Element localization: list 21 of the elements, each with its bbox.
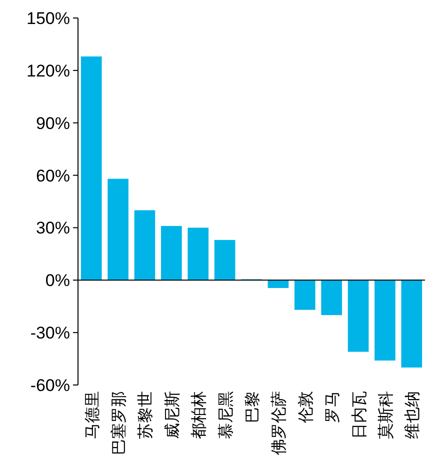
x-tick-label: 巴塞罗那 xyxy=(110,391,128,455)
y-tick-label: 60% xyxy=(36,166,70,186)
y-tick-label: -30% xyxy=(30,324,70,343)
y-tick-label: -60% xyxy=(30,376,70,395)
y-tick-label: 120% xyxy=(26,61,70,80)
x-tick-label: 慕尼黑 xyxy=(216,391,235,439)
x-tick-label: 维也纳 xyxy=(404,391,422,439)
y-tick-label: 0% xyxy=(45,271,70,290)
y-tick-label: 90% xyxy=(36,114,70,133)
x-tick-label: 伦敦 xyxy=(296,391,315,423)
x-tick-label: 巴黎 xyxy=(244,391,262,423)
x-tick-label: 威尼斯 xyxy=(163,391,182,439)
x-tick-label: 日内瓦 xyxy=(350,391,368,439)
x-tick-label: 都柏林 xyxy=(190,391,208,439)
x-tick-label: 苏黎世 xyxy=(136,391,155,439)
y-tick-label: 30% xyxy=(36,218,70,238)
y-tick-label: 150% xyxy=(26,9,70,28)
x-tick-label: 莫斯科 xyxy=(376,391,395,439)
x-tick-label: 马德里 xyxy=(84,391,102,439)
x-tick-label: 佛罗伦萨 xyxy=(270,391,288,455)
x-tick-label: 罗马 xyxy=(324,391,342,423)
